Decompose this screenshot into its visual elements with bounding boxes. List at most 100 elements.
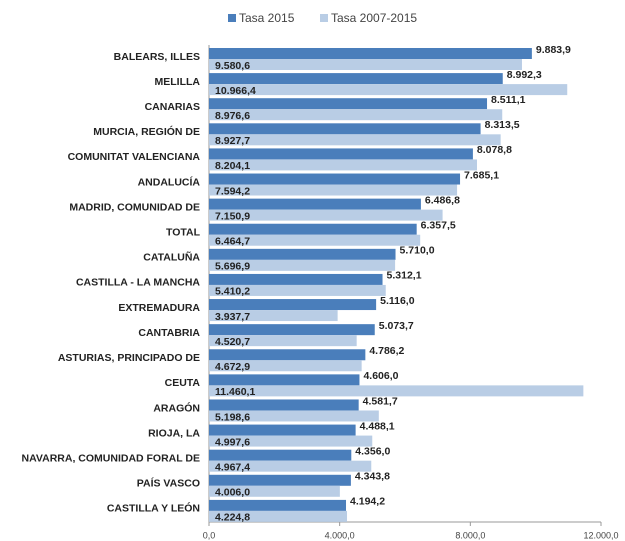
bar — [209, 310, 338, 322]
category-label: NAVARRA, COMUNIDAD FORAL DE — [22, 452, 201, 464]
bar — [209, 234, 421, 246]
value-label: 8.204,1 — [215, 160, 250, 172]
value-label: 4.786,2 — [369, 345, 404, 357]
value-label: 4.224,8 — [215, 512, 250, 524]
bar — [209, 284, 386, 296]
value-label: 4.997,6 — [215, 436, 250, 448]
bar — [209, 499, 347, 511]
category-label: MELILLA — [155, 76, 201, 88]
bar — [209, 84, 568, 96]
bar — [209, 435, 373, 447]
value-label: 6.464,7 — [215, 236, 250, 248]
bar — [209, 299, 377, 311]
x-tick-label: 8.000,0 — [455, 530, 485, 540]
category-label: ARAGÓN — [153, 401, 200, 414]
value-label: 10.966,4 — [215, 85, 256, 97]
x-tick-label: 12.000,0 — [583, 530, 618, 540]
bar — [209, 173, 461, 185]
value-label: 4.006,0 — [215, 487, 250, 499]
category-label: CASTILLA - LA MANCHA — [76, 277, 200, 289]
bar — [209, 474, 351, 486]
bar — [209, 259, 396, 271]
bar — [209, 109, 503, 121]
category-label: CATALUÑA — [143, 251, 200, 264]
bar — [209, 360, 362, 372]
value-label: 9.883,9 — [536, 44, 571, 56]
category-label: MURCIA, REGIÓN DE — [93, 125, 200, 138]
bar — [209, 460, 372, 472]
bar — [209, 510, 348, 522]
bar — [209, 248, 396, 260]
value-label: 8.511,1 — [491, 94, 526, 106]
value-label: 6.486,8 — [425, 194, 460, 206]
value-label: 4.967,4 — [215, 461, 250, 473]
category-label: CASTILLA Y LEÓN — [107, 502, 200, 515]
value-label: 8.992,3 — [507, 69, 542, 81]
value-label: 4.581,7 — [363, 395, 398, 407]
value-label: 7.594,2 — [215, 185, 250, 197]
category-label: CANTABRIA — [138, 327, 200, 339]
value-label: 4.343,8 — [355, 471, 390, 483]
bar — [209, 349, 366, 361]
value-label: 8.078,8 — [477, 144, 512, 156]
value-label: 4.488,1 — [360, 420, 395, 432]
value-label: 5.710,0 — [400, 245, 435, 257]
bar — [209, 209, 443, 221]
bar — [209, 48, 532, 59]
value-label: 4.356,0 — [355, 445, 390, 457]
bar — [209, 73, 503, 85]
value-label: 4.194,2 — [350, 496, 385, 508]
value-label: 5.073,7 — [379, 320, 414, 332]
category-label: CEUTA — [165, 377, 201, 389]
bar — [209, 374, 360, 386]
bar — [209, 410, 379, 422]
value-label: 7.685,1 — [464, 169, 499, 181]
bar — [209, 335, 357, 347]
x-tick-label: 4.000,0 — [325, 530, 355, 540]
bar — [209, 273, 383, 285]
bar — [209, 98, 488, 110]
legend-label: Tasa 2007-2015 — [331, 11, 417, 25]
value-label: 4.672,9 — [215, 361, 250, 373]
legend-swatch — [228, 14, 236, 22]
bar — [209, 184, 458, 196]
bar — [209, 148, 473, 160]
value-label: 5.312,1 — [387, 270, 422, 282]
value-label: 8.313,5 — [485, 119, 520, 131]
value-label: 6.357,5 — [421, 220, 456, 232]
value-label: 7.150,9 — [215, 210, 250, 222]
bar — [209, 399, 359, 411]
bar — [209, 449, 352, 461]
category-label: PAÍS VASCO — [137, 477, 200, 490]
value-label: 11.460,1 — [215, 386, 255, 398]
value-label: 5.198,6 — [215, 411, 250, 423]
legend-swatch — [320, 14, 328, 22]
bar — [209, 198, 421, 210]
value-label: 3.937,7 — [215, 311, 250, 323]
category-label: ANDALUCÍA — [138, 175, 201, 188]
value-label: 4.606,0 — [363, 370, 398, 382]
category-label: TOTAL — [166, 227, 201, 239]
category-label: ASTURIAS, PRINCIPADO DE — [58, 352, 200, 364]
bar — [209, 324, 375, 336]
bar — [209, 223, 417, 235]
bar — [209, 159, 478, 171]
legend-label: Tasa 2015 — [239, 11, 295, 25]
category-label: BALEARS, ILLES — [114, 51, 200, 63]
value-label: 5.696,9 — [215, 261, 250, 273]
category-label: EXTREMADURA — [118, 302, 200, 314]
value-label: 8.927,7 — [215, 135, 250, 147]
bar — [209, 59, 522, 70]
value-label: 8.976,6 — [215, 110, 250, 122]
value-label: 4.520,7 — [215, 336, 250, 348]
category-label: CANARIAS — [145, 101, 200, 113]
value-label: 5.410,2 — [215, 286, 250, 298]
category-label: RIOJA, LA — [148, 427, 200, 439]
category-label: COMUNITAT VALENCIANA — [68, 151, 201, 163]
bar — [209, 385, 584, 397]
bar — [209, 485, 340, 497]
category-label: MADRID, COMUNIDAD DE — [69, 201, 200, 213]
bar — [209, 123, 481, 135]
value-label: 5.116,0 — [380, 295, 415, 307]
